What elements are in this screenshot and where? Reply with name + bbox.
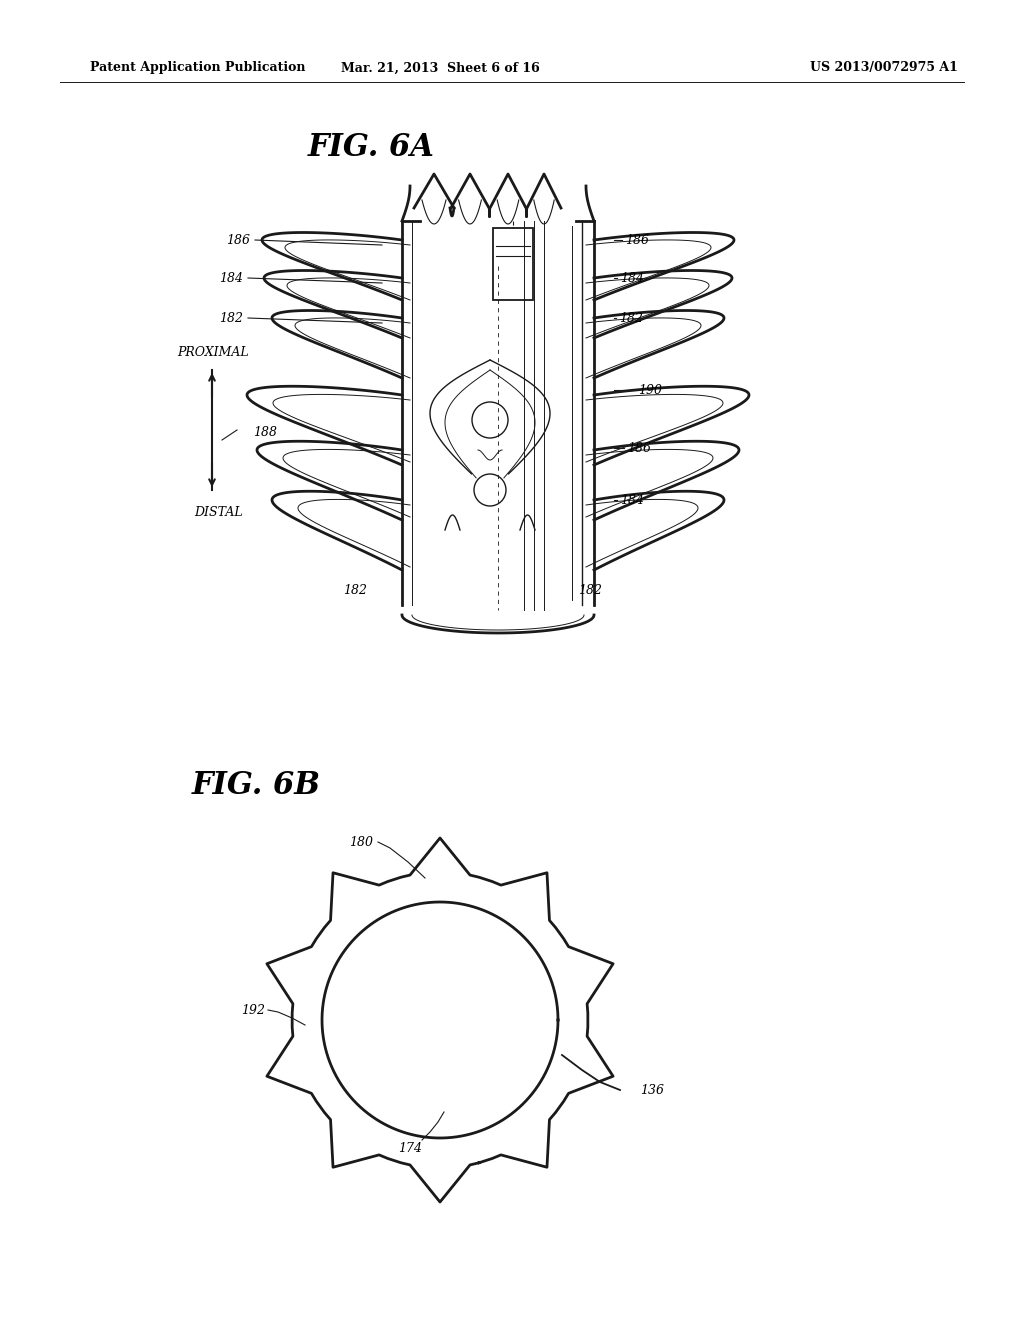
Text: 182: 182 <box>578 583 602 597</box>
Text: 184: 184 <box>219 272 243 285</box>
Text: 182: 182 <box>219 312 243 325</box>
Bar <box>493 228 534 300</box>
Text: Patent Application Publication: Patent Application Publication <box>90 62 305 74</box>
Text: FIG. 6B: FIG. 6B <box>193 770 321 800</box>
Text: PROXIMAL: PROXIMAL <box>177 346 249 359</box>
Text: 136: 136 <box>640 1084 664 1097</box>
Text: 182: 182 <box>618 312 643 325</box>
Text: 186: 186 <box>625 234 649 247</box>
Text: 184: 184 <box>620 272 644 285</box>
Text: 182: 182 <box>343 583 367 597</box>
Text: 184: 184 <box>620 494 644 507</box>
Text: 190: 190 <box>638 384 662 396</box>
Text: 174: 174 <box>398 1142 422 1155</box>
Text: Mar. 21, 2013  Sheet 6 of 16: Mar. 21, 2013 Sheet 6 of 16 <box>341 62 540 74</box>
Text: US 2013/0072975 A1: US 2013/0072975 A1 <box>810 62 957 74</box>
Text: DISTAL: DISTAL <box>194 506 243 519</box>
Text: 180: 180 <box>349 836 373 849</box>
Text: 186: 186 <box>226 234 250 247</box>
Text: 188: 188 <box>253 425 278 438</box>
Text: FIG. 6A: FIG. 6A <box>308 132 435 164</box>
Text: 192: 192 <box>241 1003 265 1016</box>
Text: 186: 186 <box>627 441 651 454</box>
